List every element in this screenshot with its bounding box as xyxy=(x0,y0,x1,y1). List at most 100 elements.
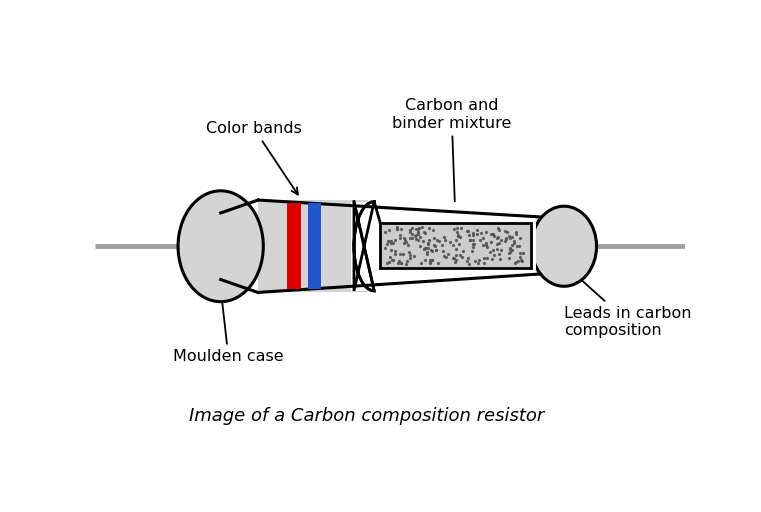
Point xyxy=(389,250,401,258)
Point xyxy=(461,227,473,235)
Point xyxy=(508,239,520,247)
Point xyxy=(456,253,468,262)
Point xyxy=(451,224,463,232)
Point xyxy=(493,249,505,258)
Point xyxy=(380,259,393,267)
Point xyxy=(447,241,460,249)
Point xyxy=(466,247,478,255)
Point xyxy=(467,240,479,248)
Point xyxy=(464,236,476,244)
Point xyxy=(410,230,422,239)
Point xyxy=(462,253,474,262)
Point xyxy=(466,236,479,244)
Point xyxy=(404,226,416,234)
Point xyxy=(471,226,483,234)
Point xyxy=(463,230,476,239)
Point xyxy=(503,254,515,262)
Point xyxy=(514,249,527,257)
Point xyxy=(431,236,443,244)
Point xyxy=(489,251,501,259)
Point xyxy=(383,258,395,266)
Point xyxy=(463,237,476,245)
Point xyxy=(401,257,413,265)
Point xyxy=(425,255,438,264)
Point xyxy=(404,228,416,237)
Point xyxy=(514,234,527,243)
Point xyxy=(412,230,424,238)
Point xyxy=(467,231,479,239)
Point xyxy=(389,236,401,244)
Point xyxy=(418,227,430,236)
Point xyxy=(392,259,404,267)
Point xyxy=(423,259,435,267)
Point xyxy=(425,246,437,254)
Point xyxy=(467,243,479,251)
Point xyxy=(469,257,481,265)
Point xyxy=(511,242,524,250)
Polygon shape xyxy=(354,202,374,291)
Point xyxy=(412,225,424,233)
Point xyxy=(504,244,516,252)
Point xyxy=(403,233,416,242)
Point xyxy=(387,256,399,264)
Text: Image of a Carbon composition resistor: Image of a Carbon composition resistor xyxy=(189,407,544,424)
Point xyxy=(404,251,416,259)
Point xyxy=(384,252,396,261)
Point xyxy=(500,234,512,242)
Point xyxy=(451,231,463,240)
Point xyxy=(511,257,524,265)
Point xyxy=(461,258,473,266)
Point xyxy=(399,236,411,244)
Point xyxy=(389,247,401,255)
Point xyxy=(510,228,522,237)
Point xyxy=(480,243,492,251)
Point xyxy=(393,257,406,265)
Point xyxy=(499,227,511,235)
Point xyxy=(438,252,451,260)
Point xyxy=(444,238,457,246)
Point xyxy=(492,224,504,232)
Point xyxy=(505,233,517,241)
Point xyxy=(440,253,452,262)
Point xyxy=(397,249,409,258)
Point xyxy=(429,242,441,250)
Point xyxy=(480,241,492,249)
Point xyxy=(505,241,517,249)
Point xyxy=(510,230,522,238)
Point xyxy=(474,236,486,244)
Point xyxy=(382,237,394,245)
Point xyxy=(486,230,498,239)
Point xyxy=(486,255,498,263)
Point xyxy=(384,237,396,245)
Point xyxy=(513,242,525,250)
Point xyxy=(467,240,479,248)
Point xyxy=(493,240,505,248)
Point xyxy=(438,232,451,241)
Point xyxy=(502,249,514,258)
Point xyxy=(471,230,483,239)
Point xyxy=(422,236,435,244)
Point xyxy=(387,239,400,247)
Point xyxy=(419,257,431,265)
Point xyxy=(451,228,463,237)
Point xyxy=(478,259,490,267)
Point xyxy=(505,246,517,254)
Point xyxy=(410,234,422,243)
Point xyxy=(398,239,410,247)
Point xyxy=(495,236,507,244)
Point xyxy=(403,248,415,257)
Point xyxy=(486,230,498,238)
Point xyxy=(418,245,430,253)
Point xyxy=(450,257,462,265)
Point xyxy=(452,232,464,241)
Point xyxy=(477,254,489,262)
Point xyxy=(412,236,424,244)
Point xyxy=(488,232,500,240)
Point xyxy=(419,244,431,252)
Point xyxy=(406,224,419,232)
Text: Color bands: Color bands xyxy=(206,121,302,195)
Point xyxy=(395,225,407,233)
Text: Moulden case: Moulden case xyxy=(173,293,284,365)
Point xyxy=(406,230,418,238)
Point xyxy=(417,237,429,245)
